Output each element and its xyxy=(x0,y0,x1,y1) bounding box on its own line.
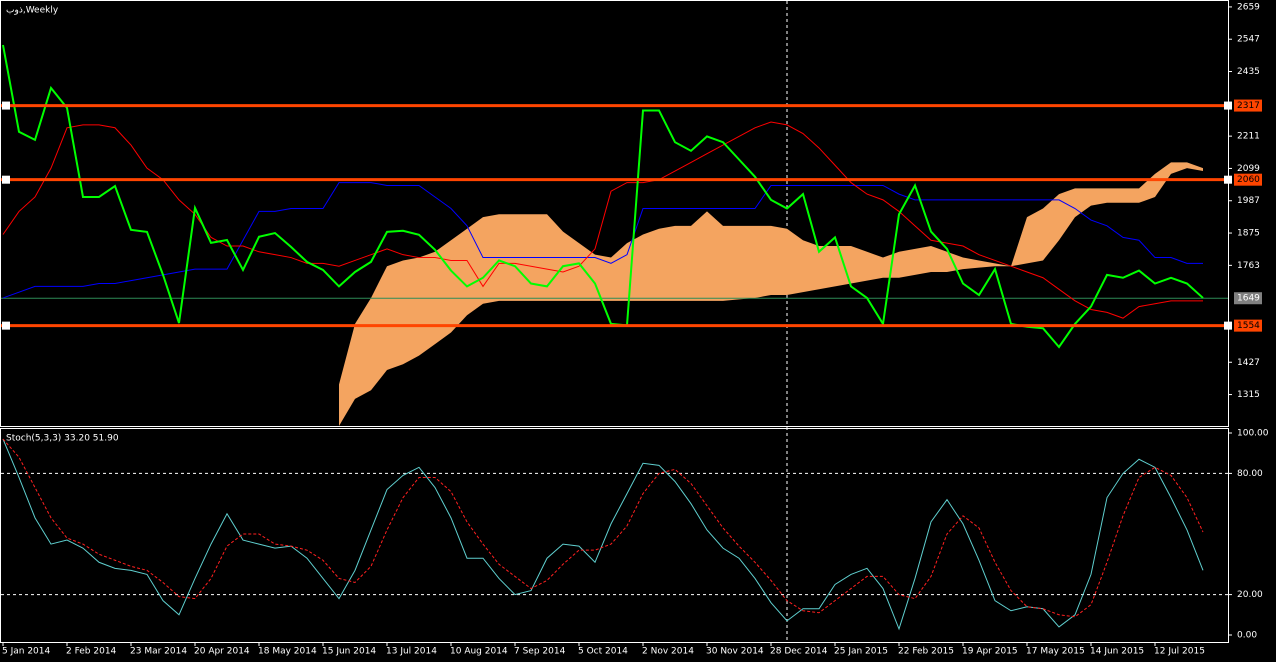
series-line xyxy=(2,438,1204,618)
y-tick-label: 1875 xyxy=(1237,229,1260,239)
x-tick-label: 15 Jun 2014 xyxy=(322,647,376,657)
stoch-title: Stoch(5,3,3) 33.20 51.90 xyxy=(6,434,119,444)
main-frame xyxy=(0,0,1229,427)
y-tick-label: 0.00 xyxy=(1237,631,1257,641)
x-tick-label: 13 Jul 2014 xyxy=(386,647,437,657)
ichimoku-cloud xyxy=(339,162,1203,427)
level-label: 2060 xyxy=(1237,175,1260,185)
level-label: 2317 xyxy=(1237,101,1260,111)
x-tick-label: 12 Jul 2015 xyxy=(1154,647,1205,657)
last-price-label: 1649 xyxy=(1237,294,1260,304)
x-tick-label: 5 Jan 2014 xyxy=(2,647,50,657)
x-tick-label: 18 May 2014 xyxy=(258,647,317,657)
level-label-bg xyxy=(1234,319,1262,332)
y-tick-label: 2211 xyxy=(1237,132,1260,142)
y-tick-label: 2099 xyxy=(1237,164,1260,174)
x-tick-label: 19 Apr 2015 xyxy=(962,647,1018,657)
x-tick-label: 14 Jun 2015 xyxy=(1090,647,1144,657)
x-tick-label: 20 Apr 2014 xyxy=(194,647,250,657)
x-tick-label: 28 Dec 2014 xyxy=(770,647,828,657)
y-tick-label: 20.00 xyxy=(1237,590,1263,600)
y-tick-label: 80.00 xyxy=(1237,469,1263,479)
x-tick-label: 2 Feb 2014 xyxy=(66,647,117,657)
x-tick-label: 10 Aug 2014 xyxy=(450,647,508,657)
x-tick-label: 5 Oct 2014 xyxy=(578,647,628,657)
last-price-bg xyxy=(1234,292,1262,305)
series-line xyxy=(2,182,1203,299)
level-label-bg xyxy=(1234,173,1262,186)
x-tick-label: 25 Jan 2015 xyxy=(834,647,888,657)
chart-title: ذوب,Weekly xyxy=(6,6,59,16)
level-handle xyxy=(1224,175,1232,184)
y-tick-label: 1427 xyxy=(1237,358,1260,368)
y-tick-label: 100.00 xyxy=(1237,429,1269,439)
level-label-bg xyxy=(1234,99,1262,112)
level-handle xyxy=(1224,321,1232,330)
y-tick-label: 2659 xyxy=(1237,2,1260,12)
level-label: 1554 xyxy=(1237,321,1260,331)
y-tick-label: 1763 xyxy=(1237,261,1260,271)
series-line xyxy=(2,44,1204,349)
x-tick-label: 30 Nov 2014 xyxy=(706,647,764,657)
stoch-frame xyxy=(0,428,1229,643)
x-tick-label: 17 May 2015 xyxy=(1026,647,1085,657)
y-tick-label: 1987 xyxy=(1237,196,1260,206)
x-tick-label: 7 Sep 2014 xyxy=(514,647,566,657)
level-handle xyxy=(1224,101,1232,110)
level-handle xyxy=(2,175,10,184)
level-handle xyxy=(2,321,10,330)
level-handle xyxy=(2,101,10,110)
series-line xyxy=(2,438,1204,631)
y-tick-label: 2435 xyxy=(1237,67,1260,77)
x-tick-label: 2 Nov 2014 xyxy=(642,647,694,657)
x-tick-label: 22 Feb 2015 xyxy=(898,647,954,657)
y-tick-label: 2547 xyxy=(1237,35,1260,45)
y-tick-label: 1315 xyxy=(1237,390,1260,400)
x-tick-label: 23 Mar 2014 xyxy=(130,647,187,657)
